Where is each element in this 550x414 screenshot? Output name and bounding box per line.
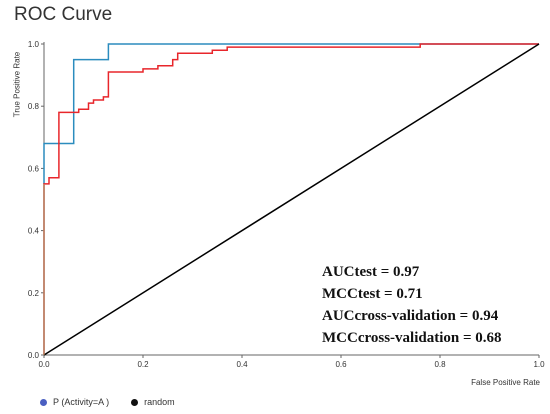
x-tick-label: 0.0	[38, 360, 50, 369]
x-tick-label: 0.2	[137, 360, 149, 369]
x-tick-label: 0.8	[434, 360, 446, 369]
annotation-text: MCCcross-validation = 0.68	[322, 330, 502, 346]
roc-line-blue	[43, 43, 539, 355]
x-axis-label: False Positive Rate	[471, 378, 540, 387]
annotations: AUCtest = 0.97 MCCtest = 0.71 AUCcross-val…	[322, 264, 502, 346]
y-tick-label: 0.2	[28, 289, 40, 298]
tick-labels: 0.0 0.2 0.4 0.6 0.8 1.0 0.0 0.2 0.4 0.6 0.8 1.0	[28, 40, 545, 369]
chart-title: ROC Curve	[14, 4, 113, 25]
roc-line-red	[43, 43, 539, 355]
annotation-text: AUCcross-validation = 0.94	[322, 308, 499, 324]
x-tick-label: 0.4	[236, 360, 248, 369]
y-tick-label: 0.6	[28, 164, 40, 173]
random-diagonal-line	[43, 43, 540, 356]
legend-item-random: random	[131, 397, 175, 407]
legend-dot-black-icon	[131, 398, 139, 406]
legend-dot-blue-icon	[40, 398, 47, 406]
legend: P (Activity=A ) random	[40, 397, 197, 407]
y-tick-label: 0.8	[28, 102, 40, 111]
y-tick-label: 0.4	[28, 227, 40, 236]
legend-label: random	[144, 397, 175, 407]
x-tick-label: 1.0	[533, 360, 545, 369]
legend-item-p-activity: P (Activity=A )	[40, 397, 109, 407]
series-lines	[43, 43, 540, 356]
y-tick-label: 0.0	[28, 351, 40, 360]
annotation-text: MCCtest = 0.71	[322, 286, 423, 302]
x-tick-label: 0.6	[335, 360, 347, 369]
y-tick-label: 1.0	[28, 40, 40, 49]
annotation-text: AUCtest = 0.97	[322, 264, 420, 280]
legend-label: P (Activity=A )	[53, 397, 110, 407]
